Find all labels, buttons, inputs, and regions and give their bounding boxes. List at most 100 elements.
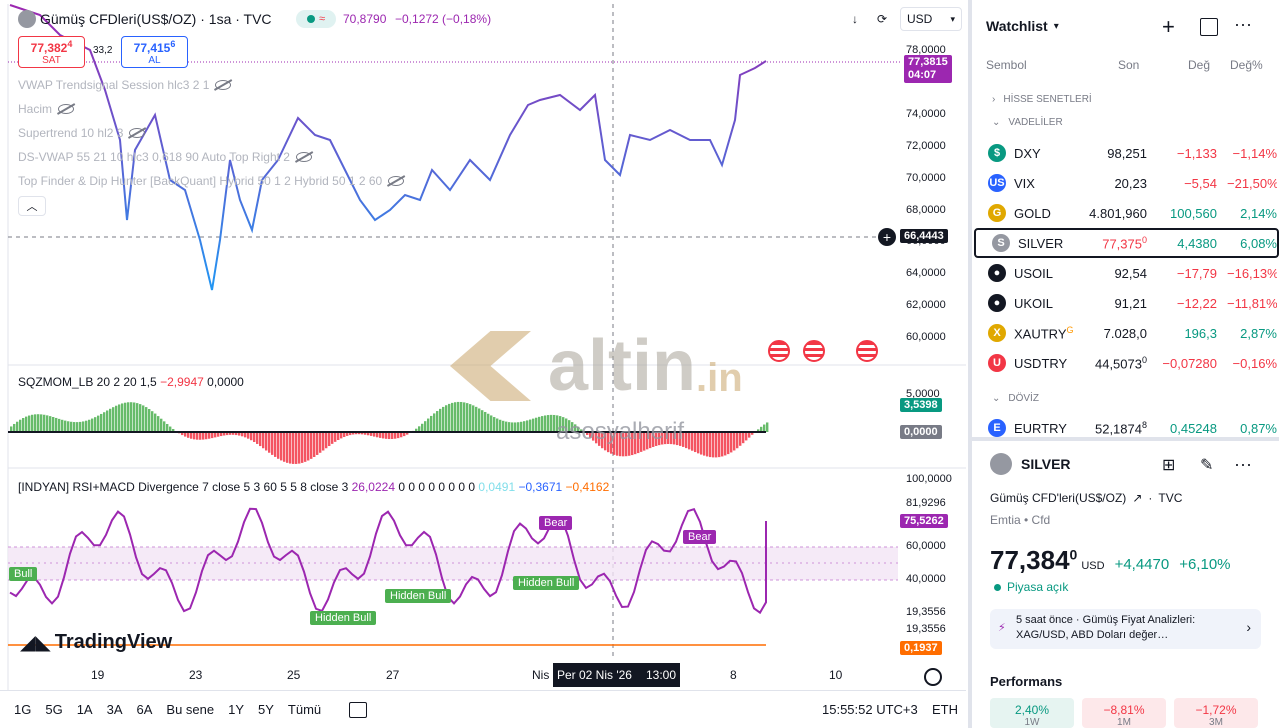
watchlist-row-ukoil[interactable]: ● UKOIL 91,21 −12,22 −11,81% [972, 288, 1277, 318]
sqz-bar [238, 432, 241, 436]
edit-note-icon[interactable]: ✎ [1200, 457, 1214, 474]
section-forex[interactable]: ⌄ DÖVİZ [992, 393, 1039, 404]
sqz-bar [340, 432, 343, 439]
refresh-icon[interactable]: ⟳ [876, 12, 888, 26]
sqz-bar [100, 413, 103, 432]
detail-symbol[interactable]: SILVER [1021, 456, 1071, 472]
range-button[interactable]: 3A [106, 702, 123, 717]
indicator-dsvwap[interactable]: DS-VWAP 55 21 10 hlc3 0,618 90 Auto Top … [18, 150, 312, 164]
rsi-hidden-bull-label: Hidden Bull [310, 611, 377, 625]
eye-hidden-icon[interactable] [129, 128, 146, 138]
date-range-icon[interactable] [349, 701, 368, 718]
chart-canvas[interactable] [0, 0, 966, 690]
sqz-bar [589, 432, 592, 438]
indicator-topfinder[interactable]: Top Finder & Dip Hunter [BackQuant] Hybr… [18, 174, 405, 188]
sqz-bar [106, 410, 109, 432]
sqz-bar [388, 432, 391, 440]
us-flag-icon[interactable] [768, 340, 790, 362]
market-status[interactable]: Piyasa açık [994, 580, 1068, 594]
watchlist-last-text: 91,21 [1114, 295, 1147, 311]
collapse-indicators-button[interactable]: ︿ [18, 196, 46, 216]
us-flag-icon[interactable] [856, 340, 878, 362]
symbol-title[interactable]: Gümüş CFDleri(US$/OZ) · 1sa · TVC [40, 11, 272, 27]
news-card[interactable]: ⚡ 5 saat önce · Gümüş Fiyat Analizleri: … [990, 609, 1261, 649]
col-last[interactable]: Son [1118, 58, 1140, 72]
clock[interactable]: 15:55:52 UTC+3 [822, 702, 918, 717]
watchlist-row-eurtry[interactable]: E EURTRY 52,18748 0,45248 0,87% [972, 413, 1277, 443]
watchlist-row-usdtry[interactable]: U USDTRY 44,50730 −0,07280 −0,16% [972, 348, 1277, 378]
range-button[interactable]: 5Y [258, 702, 274, 717]
performance-tile[interactable]: −8,81% 1M [1082, 698, 1166, 728]
eye-hidden-icon[interactable] [388, 176, 405, 186]
col-symbol[interactable]: Sembol [986, 58, 1027, 72]
sqz-bar [691, 432, 694, 451]
watchlist-row-gold[interactable]: G GOLD 4.801,960 100,560 2,14% [972, 198, 1277, 228]
advanced-view-icon[interactable] [1200, 18, 1218, 36]
buy-button[interactable]: 77,4156 AL [121, 36, 188, 68]
eye-hidden-icon[interactable] [58, 104, 75, 114]
col-pct[interactable]: Değ% [1230, 58, 1263, 72]
sqz-bar [544, 415, 547, 432]
rsi-zeros: 0 0 0 0 0 0 0 0 [398, 480, 476, 494]
watchlist-change: −0,07280 [1162, 355, 1217, 371]
watchlist-last: 92,54 [1114, 266, 1147, 281]
sqz-bar [652, 432, 655, 447]
sqz-bar [310, 432, 313, 459]
indicator-dsvwap-label: DS-VWAP 55 21 10 hlc3 0,618 90 Auto Top … [18, 150, 290, 164]
watchlist-row-vix[interactable]: US VIX 20,23 −5,54 −21,50% [972, 168, 1277, 198]
sqz-bar [73, 422, 76, 432]
tradingview-logo[interactable]: ◢◣ TradingView [20, 630, 172, 655]
add-symbol-icon[interactable]: + [1162, 14, 1175, 39]
grid-view-icon[interactable]: ⊞ [1162, 457, 1176, 474]
sqz-bar [46, 415, 49, 432]
chart-settings-gear-icon[interactable] [924, 668, 942, 686]
session-toggle[interactable]: ETH [932, 702, 958, 717]
sqz-bar [397, 432, 400, 439]
section-futures[interactable]: ⌄ VADELİLER [992, 117, 1063, 128]
panel-divider[interactable] [972, 437, 1279, 441]
more-options-icon[interactable]: ··· [1234, 454, 1252, 474]
sqz-title[interactable]: SQZMOM_LB 20 2 20 1,5 −2,9947 0,0000 [18, 375, 244, 389]
range-button[interactable]: Bu sene [166, 702, 215, 717]
download-icon[interactable]: ↓ [852, 12, 858, 26]
tradingview-logo-icon: ◢◣ [20, 632, 51, 654]
performance-tile[interactable]: −1,72% 3M [1174, 698, 1258, 728]
watchlist-row-dxy[interactable]: $ DXY 98,251 −1,133 −1,14% [972, 138, 1277, 168]
chart-area[interactable]: Gümüş CFDleri(US$/OZ) · 1sa · TVC ≈ 70,8… [0, 0, 966, 728]
time-axis-label: 23 [189, 668, 203, 682]
range-button[interactable]: 5G [45, 702, 63, 717]
eye-hidden-icon[interactable] [215, 80, 232, 90]
currency-select[interactable]: USD ▾ [900, 7, 962, 31]
section-stocks[interactable]: › HİSSE SENETLERİ [992, 94, 1092, 105]
range-button[interactable]: 1A [76, 702, 93, 717]
eye-hidden-icon[interactable] [295, 152, 312, 162]
rsi-title[interactable]: [INDYAN] RSI+MACD Divergence 7 close 5 3… [18, 480, 609, 494]
more-options-icon[interactable]: ··· [1234, 14, 1252, 34]
sell-button[interactable]: 77,3824 SAT [18, 36, 85, 68]
crosshair-add-icon[interactable]: + [878, 228, 896, 246]
external-link-icon[interactable]: ↗ [1132, 491, 1143, 505]
sqz-bar [646, 432, 649, 450]
col-change[interactable]: Değ [1188, 58, 1211, 72]
sqz-bar [520, 421, 523, 432]
watchlist-row-usoil[interactable]: ● USOIL 92,54 −17,79 −16,13% [972, 258, 1277, 288]
range-button[interactable]: 6A [136, 702, 153, 717]
performance-tile[interactable]: 2,40% 1W [990, 698, 1074, 728]
detail-full-name[interactable]: Gümüş CFD'leri(US$/OZ) [990, 491, 1127, 505]
indicator-volume[interactable]: Hacim [18, 102, 75, 116]
watchlist-row-xautry[interactable]: X XAUTRYG 7.028,0 196,3 2,87% [972, 318, 1277, 348]
market-status-badge[interactable]: ≈ [296, 10, 336, 28]
range-button[interactable]: 1G [14, 702, 32, 717]
sqz-bar [22, 418, 25, 432]
watchlist-row-silver[interactable]: S SILVER 77,3750 4,4380 6,08% [974, 228, 1279, 258]
time-axis-label: 25 [287, 668, 301, 682]
indicator-supertrend[interactable]: Supertrend 10 hl2 3 [18, 126, 146, 140]
range-button[interactable]: Tümü [287, 702, 322, 717]
range-button[interactable]: 1Y [228, 702, 245, 717]
us-flag-icon[interactable] [803, 340, 825, 362]
indicator-vwap[interactable]: VWAP Trendsignal Session hlc3 2 1 [18, 78, 232, 92]
watchlist-change: −5,54 [1184, 175, 1217, 191]
sqz-bar [661, 432, 664, 445]
sqz-bar [466, 403, 469, 432]
watchlist-title[interactable]: Watchlist ▾ [986, 18, 1059, 34]
